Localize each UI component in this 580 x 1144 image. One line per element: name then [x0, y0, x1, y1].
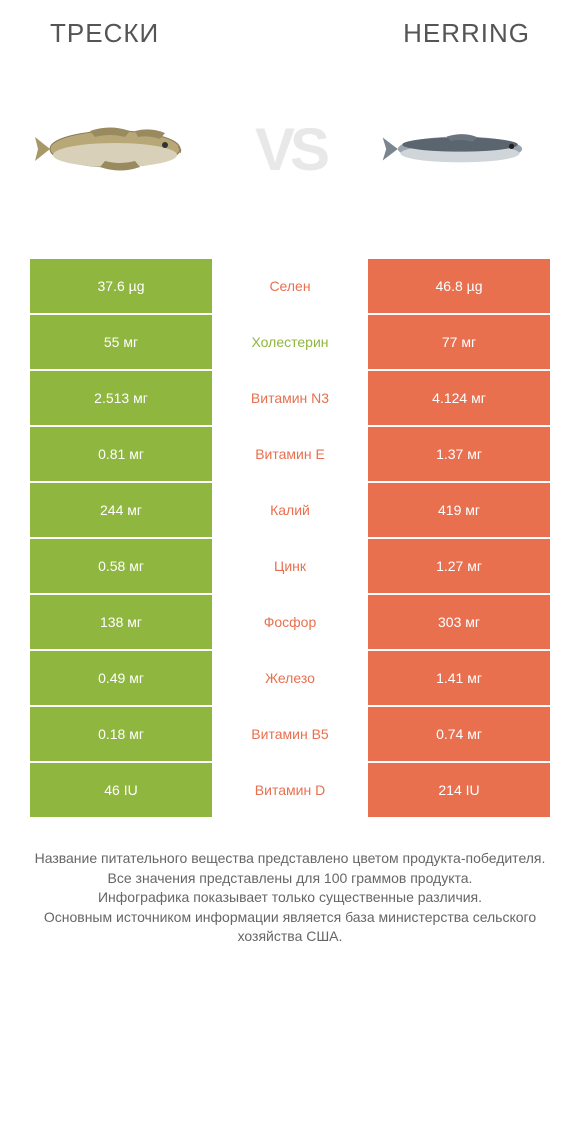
- comparison-table: 37.6 µgСелен46.8 µg55 мгХолестерин77 мг2…: [0, 259, 580, 819]
- value-left: 0.49 мг: [30, 651, 212, 705]
- nutrient-label: Селен: [212, 259, 368, 313]
- nutrient-label: Калий: [212, 483, 368, 537]
- nutrient-label: Витамин D: [212, 763, 368, 817]
- value-right: 1.37 мг: [368, 427, 550, 481]
- table-row: 0.81 мгВитамин E1.37 мг: [30, 427, 550, 481]
- nutrient-label: Витамин E: [212, 427, 368, 481]
- value-right: 4.124 мг: [368, 371, 550, 425]
- value-left: 55 мг: [30, 315, 212, 369]
- cod-fish-icon: [30, 89, 210, 209]
- value-right: 214 IU: [368, 763, 550, 817]
- footer-line: Инфографика показывает только существенн…: [30, 888, 550, 908]
- nutrient-label: Цинк: [212, 539, 368, 593]
- table-row: 0.49 мгЖелезо1.41 мг: [30, 651, 550, 705]
- footer-line: Все значения представлены для 100 граммо…: [30, 869, 550, 889]
- header-titles: ТРЕСКИ HERRING: [0, 0, 580, 59]
- value-left: 46 IU: [30, 763, 212, 817]
- value-right: 1.41 мг: [368, 651, 550, 705]
- table-row: 37.6 µgСелен46.8 µg: [30, 259, 550, 313]
- table-row: 0.18 мгВитамин B50.74 мг: [30, 707, 550, 761]
- vs-label: VS: [255, 115, 325, 184]
- footer-line: Основным источником информации является …: [30, 908, 550, 947]
- table-row: 55 мгХолестерин77 мг: [30, 315, 550, 369]
- value-left: 244 мг: [30, 483, 212, 537]
- table-row: 244 мгКалий419 мг: [30, 483, 550, 537]
- value-right: 0.74 мг: [368, 707, 550, 761]
- value-left: 138 мг: [30, 595, 212, 649]
- value-left: 0.58 мг: [30, 539, 212, 593]
- nutrient-label: Фосфор: [212, 595, 368, 649]
- title-left: ТРЕСКИ: [50, 18, 159, 49]
- value-right: 419 мг: [368, 483, 550, 537]
- value-left: 2.513 мг: [30, 371, 212, 425]
- value-right: 1.27 мг: [368, 539, 550, 593]
- value-left: 37.6 µg: [30, 259, 212, 313]
- footer-line: Название питательного вещества представл…: [30, 849, 550, 869]
- herring-fish-icon: [370, 89, 550, 209]
- nutrient-label: Железо: [212, 651, 368, 705]
- table-row: 2.513 мгВитамин N34.124 мг: [30, 371, 550, 425]
- table-row: 0.58 мгЦинк1.27 мг: [30, 539, 550, 593]
- images-row: VS: [0, 59, 580, 259]
- nutrient-label: Витамин B5: [212, 707, 368, 761]
- footer-note: Название питательного вещества представл…: [0, 819, 580, 947]
- nutrient-label: Холестерин: [212, 315, 368, 369]
- value-right: 77 мг: [368, 315, 550, 369]
- value-right: 303 мг: [368, 595, 550, 649]
- title-right: HERRING: [403, 18, 530, 49]
- table-row: 138 мгФосфор303 мг: [30, 595, 550, 649]
- nutrient-label: Витамин N3: [212, 371, 368, 425]
- value-right: 46.8 µg: [368, 259, 550, 313]
- table-row: 46 IUВитамин D214 IU: [30, 763, 550, 817]
- value-left: 0.18 мг: [30, 707, 212, 761]
- value-left: 0.81 мг: [30, 427, 212, 481]
